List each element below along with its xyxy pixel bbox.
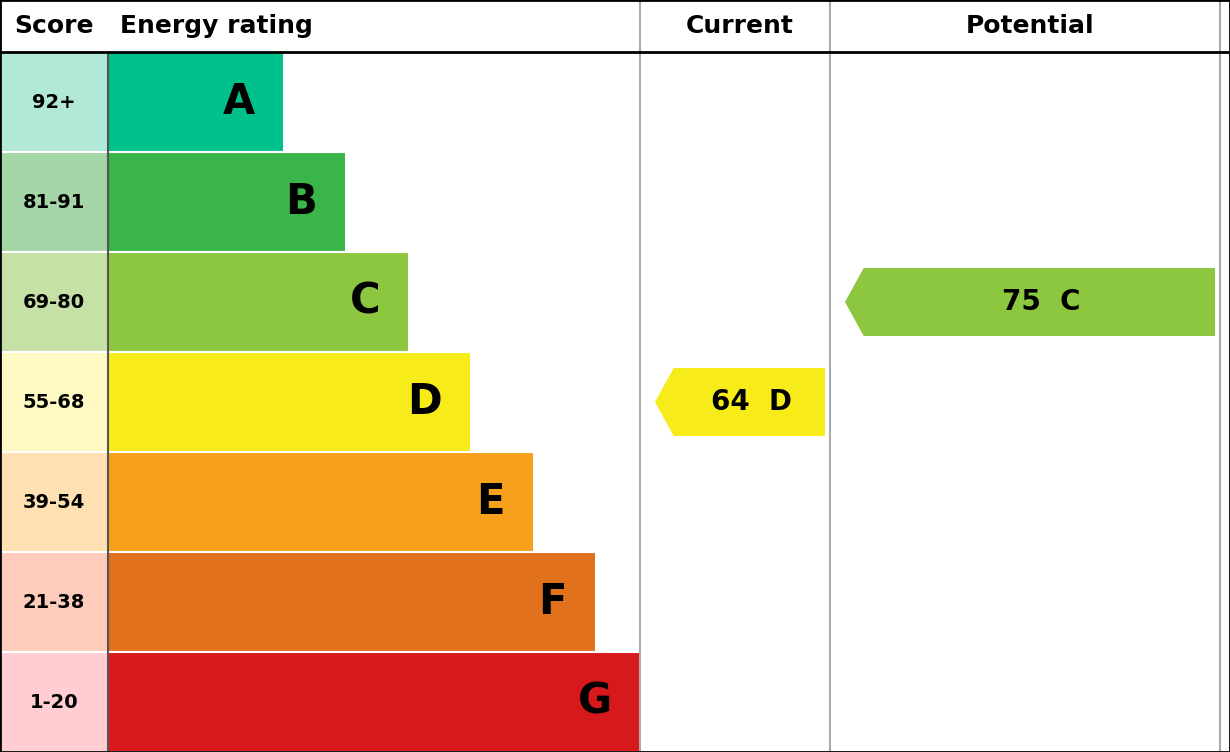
Bar <box>0 452 108 552</box>
Bar <box>108 552 595 652</box>
Bar <box>0 52 108 152</box>
Text: 39-54: 39-54 <box>23 493 85 511</box>
Bar <box>108 652 640 752</box>
Text: Score: Score <box>15 14 93 38</box>
Text: 92+: 92+ <box>32 92 76 111</box>
Text: Current: Current <box>686 14 793 38</box>
Text: 64  D: 64 D <box>711 388 792 416</box>
Text: A: A <box>223 81 255 123</box>
Bar <box>108 152 344 252</box>
Bar <box>0 552 108 652</box>
Bar <box>108 52 283 152</box>
Bar <box>108 252 408 352</box>
Text: D: D <box>407 381 442 423</box>
Text: B: B <box>285 181 317 223</box>
Text: C: C <box>349 281 380 323</box>
Text: 69-80: 69-80 <box>23 293 85 311</box>
Text: E: E <box>476 481 506 523</box>
Bar <box>108 352 470 452</box>
Polygon shape <box>656 368 825 436</box>
Text: G: G <box>578 681 613 723</box>
Text: 55-68: 55-68 <box>22 393 85 411</box>
Bar <box>0 652 108 752</box>
Text: Potential: Potential <box>966 14 1095 38</box>
Text: 75  C: 75 C <box>1002 288 1080 316</box>
Bar <box>108 452 533 552</box>
Text: 81-91: 81-91 <box>23 193 85 211</box>
Text: Energy rating: Energy rating <box>121 14 312 38</box>
Text: 21-38: 21-38 <box>23 593 85 611</box>
Bar <box>0 352 108 452</box>
Text: F: F <box>539 581 567 623</box>
Bar <box>0 252 108 352</box>
Polygon shape <box>845 268 1215 336</box>
Bar <box>0 152 108 252</box>
Text: 1-20: 1-20 <box>30 693 79 711</box>
